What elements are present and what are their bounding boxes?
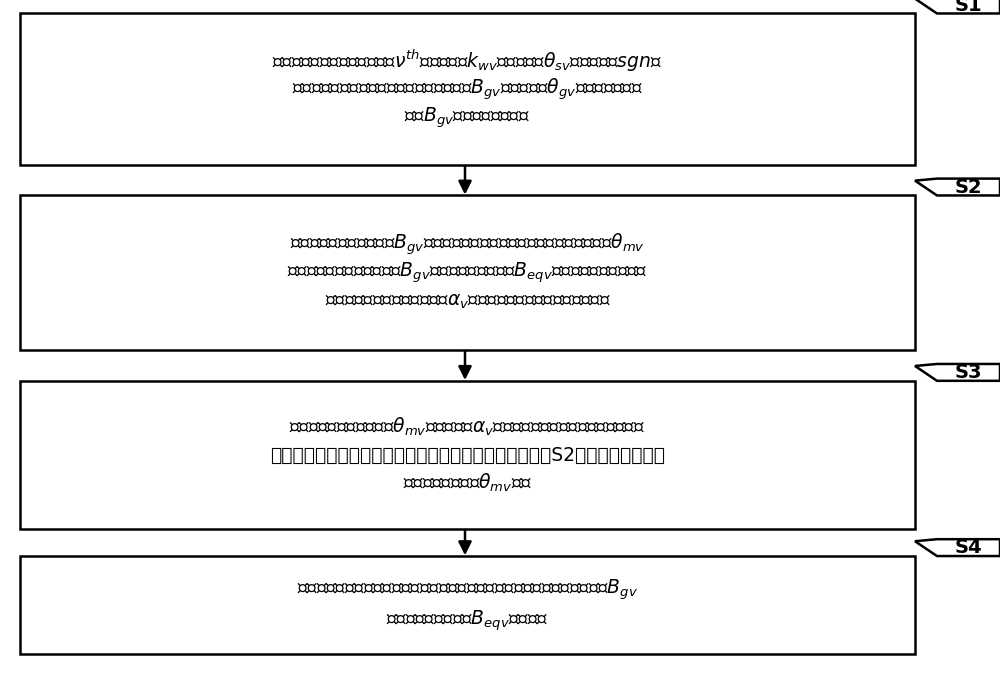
Polygon shape: [915, 364, 1000, 381]
Polygon shape: [915, 0, 1000, 13]
Text: 根据设计目标中各次绕组谐波$\nu^{th}$的绕组系数$k_{wv}$、初始相位$\theta_{sv}$和旋转方向$sgn$计: 根据设计目标中各次绕组谐波$\nu^{th}$的绕组系数$k_{wv}$、初始相…: [272, 48, 663, 74]
Bar: [20, 556, 915, 654]
Text: S3: S3: [955, 363, 982, 382]
Bar: [20, 195, 915, 350]
Text: 对各次磁导谐波对应的调制齿的径向尺寸进行优化，使得各次气隙工作磁场$B_{gv}$: 对各次磁导谐波对应的调制齿的径向尺寸进行优化，使得各次气隙工作磁场$B_{gv}…: [297, 577, 638, 602]
Polygon shape: [915, 539, 1000, 556]
Text: 以产生各次气隙工作磁场$B_{gv}$为设计目标，计算相应的各次磁导谐波的相位$\theta_{mv}$: 以产生各次气隙工作磁场$B_{gv}$为设计目标，计算相应的各次磁导谐波的相位$…: [290, 232, 645, 257]
Bar: [20, 13, 915, 165]
Text: 磁场$B_{gv}$由永磁体阵列产生: 磁场$B_{gv}$由永磁体阵列产生: [404, 105, 531, 130]
Text: 数、位置以及沿圆周方向的长度，使得生成的磁导模型与S2中设计所得到的各: 数、位置以及沿圆周方向的长度，使得生成的磁导模型与S2中设计所得到的各: [270, 446, 665, 464]
Text: ；并以使各次气隙工作磁场$B_{gv}$的等效气隙磁密幅值$B_{eqv}$之和最大为设计目标，: ；并以使各次气隙工作磁场$B_{gv}$的等效气隙磁密幅值$B_{eqv}$之和…: [287, 261, 648, 285]
Text: 算产生正反电势所需要的各次气隙工作磁场$B_{gv}$的初始相位$\theta_{gv}$，各次气隙工作: 算产生正反电势所需要的各次气隙工作磁场$B_{gv}$的初始相位$\theta_…: [292, 77, 643, 102]
Text: 的等效气隙磁密幅值$B_{eqv}$之和最大: 的等效气隙磁密幅值$B_{eqv}$之和最大: [386, 608, 549, 633]
Text: S1: S1: [955, 0, 982, 15]
Bar: [20, 381, 915, 529]
Polygon shape: [915, 179, 1000, 195]
Text: 根据各次磁导谐波的相位$\theta_{mv}$和极弧系数$\alpha_v$设计各次磁导谐波对应的调制齿的个: 根据各次磁导谐波的相位$\theta_{mv}$和极弧系数$\alpha_v$设…: [289, 415, 646, 438]
Text: S2: S2: [955, 177, 982, 197]
Text: S4: S4: [955, 538, 982, 557]
Text: 计算各次磁导谐波的极弧系数$\alpha_v$，各次磁导谐波由调制齿阵列产生: 计算各次磁导谐波的极弧系数$\alpha_v$，各次磁导谐波由调制齿阵列产生: [325, 292, 610, 311]
Text: 次磁导谐波的相位$\theta_{mv}$一致: 次磁导谐波的相位$\theta_{mv}$一致: [403, 472, 532, 495]
